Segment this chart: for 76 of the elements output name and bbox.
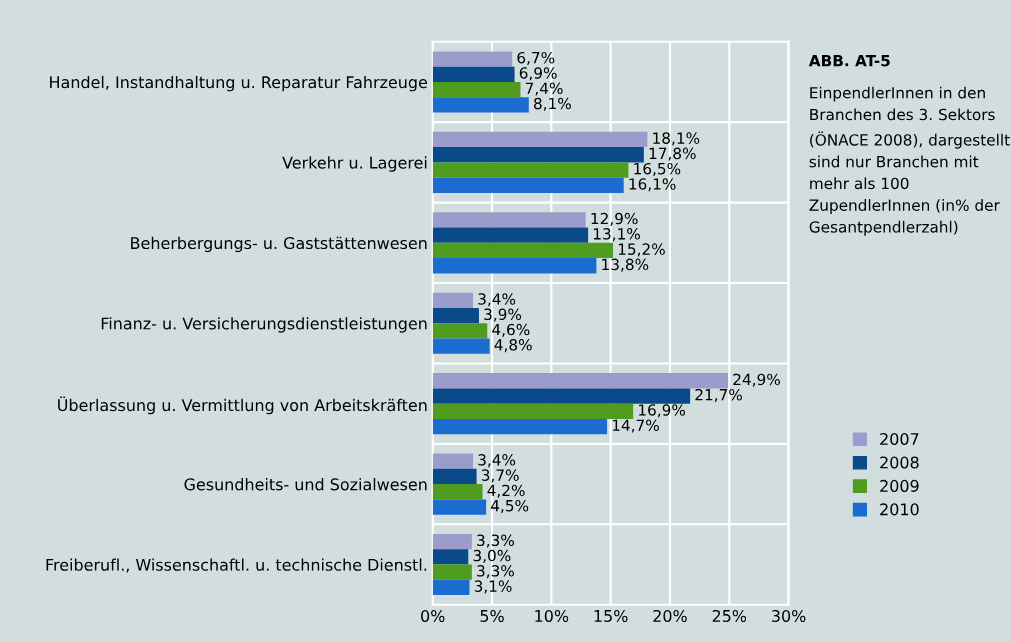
y-tick-label: Gesundheits- und Sozialwesen [184,478,427,491]
bar [432,373,729,389]
data-label: 3,9% [484,308,522,322]
bar [432,227,589,243]
bar [432,468,477,485]
data-label: 8,1% [534,97,571,111]
bar [432,177,624,193]
x-tick-label: 25% [712,609,747,622]
legend-label: 2008 [880,456,919,469]
bar [432,499,487,515]
data-label: 4,5% [491,499,529,514]
data-label: 3,4% [478,293,516,307]
data-label: 7,4% [525,82,563,96]
bar [432,242,614,259]
bar [432,162,629,178]
bar [432,533,472,550]
y-tick-label: Finanz- u. Versicherungsdienstleistungen [101,317,427,333]
data-label: 4,8% [494,339,532,353]
data-label: 6,9% [519,67,557,81]
y-tick-label: Handel, Instandhaltung u. Reparatur Fahrzeuge [50,75,427,92]
data-label: 4,2% [487,484,525,498]
x-tick-label: 20% [653,609,687,622]
text: EinpendlerInnen in den Branchen des 3. Sektors (ÖNACE 2008), dargestellt sind nur Branchen mit mehr als 100 ZupendlerInnen (in% der Gesantpendlerzahl) [809,86,1010,236]
legend-label: 2010 [880,503,919,516]
x-tick-label: 10% [535,609,569,622]
data-label: 17,8% [649,147,696,161]
x-tick-label: 0% [421,609,445,622]
bar [432,579,470,596]
bar [432,453,474,469]
data-label: 6,7% [517,51,555,66]
y-tick-label: Überlassung u. Vermittlung von Arbeitskräften [58,396,427,415]
text: ABB. AT-5 [808,55,890,67]
bar [432,484,483,500]
data-label: 15,2% [618,243,665,257]
x-tick-label: 15% [594,609,628,622]
data-label: 3,0% [473,549,511,563]
data-label: 16,1% [629,178,676,192]
data-label: 24,9% [733,373,780,387]
data-label: 3,4% [478,454,516,468]
data-label: 3,1% [474,580,512,594]
legend-label: 2009 [880,479,919,492]
bar [432,147,644,163]
data-label: 3,7% [481,469,519,483]
bar [432,418,608,435]
bar [432,292,474,308]
bar [432,388,691,404]
data-label: 3,3% [477,565,514,579]
data-label: 3,3% [477,534,514,548]
y-tick-label: Beherbergungs- u. Gaststättenwesen [131,236,427,253]
y-tick-label: Verkehr u. Lagerei [282,156,427,172]
bar [432,564,472,580]
data-label: 13,8% [602,258,649,272]
data-label: 12,9% [591,212,638,226]
x-tick-label: 30% [772,609,806,622]
legend-label: 2007 [880,432,919,446]
data-label: 4,6% [492,323,530,337]
bar [432,81,521,98]
bar [432,97,529,113]
bar [432,212,586,228]
y-tick-label: Freiberufl., Wissenschaftl. u. technische Dienstl. [46,558,427,573]
bar [432,131,648,148]
bar [432,323,488,339]
data-label: 16,9% [639,404,686,418]
data-label: 21,7% [695,388,742,403]
x-tick-label: 5% [480,609,504,622]
data-label: 13,1% [593,228,640,242]
data-label: 16,5% [634,162,681,177]
bar [432,403,634,419]
bar [432,307,479,324]
data-label: 18,1% [653,132,700,146]
bar [432,258,597,274]
bar [432,549,469,565]
data-label: 14,7% [612,419,659,433]
bar [432,51,513,67]
bar [432,66,515,82]
bar [432,338,490,354]
